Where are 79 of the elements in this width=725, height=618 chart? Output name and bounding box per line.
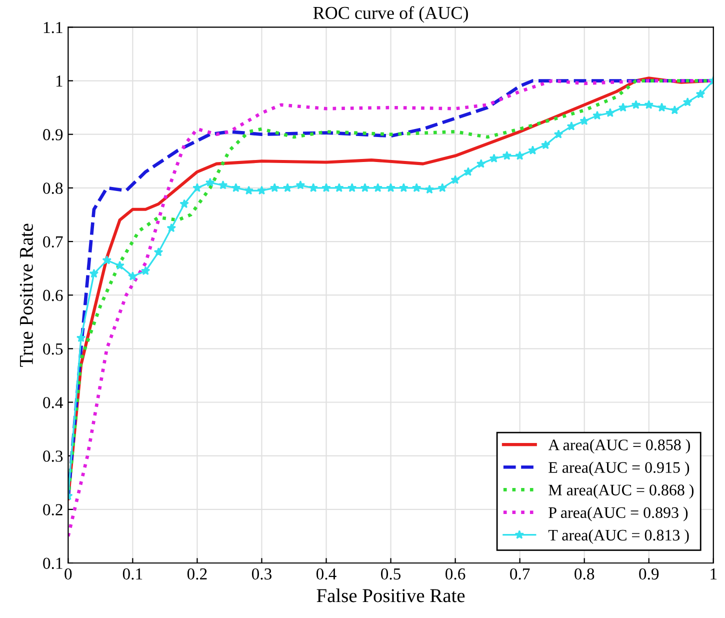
legend-label: E area(AUC = 0.915 )	[548, 462, 690, 476]
x-tick-label: 0.7	[510, 568, 530, 580]
legend-label: T area(AUC = 0.813 )	[548, 529, 689, 544]
point	[412, 183, 422, 192]
point	[554, 129, 564, 138]
point	[360, 183, 370, 192]
point	[180, 199, 189, 208]
point	[154, 247, 164, 256]
point	[270, 183, 280, 192]
point	[218, 180, 228, 190]
point	[399, 183, 408, 192]
y-tick-label: 0.7	[43, 236, 63, 248]
legend-label: A area(AUC = 0.858 )	[548, 439, 690, 454]
point	[128, 271, 138, 280]
y-tick-label: 0.3	[43, 450, 63, 462]
x-tick-label: 0.9	[639, 568, 659, 580]
x-axis-title: False Positive Rate	[316, 588, 465, 602]
point	[618, 102, 628, 112]
y-tick-label: 0.5	[43, 343, 63, 355]
y-tick-label: 0.8	[43, 182, 63, 194]
point	[205, 178, 215, 187]
point	[540, 140, 550, 150]
point	[115, 260, 124, 270]
point	[489, 154, 499, 163]
point	[386, 183, 396, 192]
point	[450, 175, 460, 184]
point	[438, 183, 448, 192]
point	[631, 100, 641, 109]
x-tick-label: 0.5	[380, 568, 401, 580]
point	[244, 186, 254, 195]
point	[644, 100, 654, 109]
point	[347, 183, 357, 192]
point	[89, 268, 99, 278]
x-tick-label: 0.8	[574, 568, 594, 580]
point	[166, 223, 176, 232]
x-tick-label: 0.4	[316, 568, 336, 580]
y-tick-label: 0.4	[43, 396, 64, 408]
x-tick-label: 0.3	[252, 568, 272, 580]
point	[502, 150, 512, 160]
x-tick-label: 0	[64, 568, 72, 580]
point	[592, 110, 602, 120]
point	[424, 184, 434, 194]
point	[606, 108, 615, 117]
point	[296, 180, 306, 190]
point	[580, 116, 590, 126]
point	[682, 97, 692, 106]
y-tick-label: 0.6	[43, 290, 63, 302]
y-tick-label: 0.1	[43, 558, 62, 570]
x-tick-label: 0.6	[446, 568, 466, 580]
point	[257, 186, 266, 195]
point	[231, 183, 241, 192]
y-tick-label: 0.2	[43, 504, 62, 516]
point	[334, 183, 344, 192]
point	[76, 333, 86, 342]
legend-label: P area(AUC = 0.893 )	[548, 506, 688, 522]
x-tick-label: 0.1	[122, 568, 142, 580]
point	[657, 102, 666, 112]
y-tick-label: 0.9	[43, 129, 63, 140]
x-tick-label: 1	[710, 568, 717, 580]
x-tick-label: 0.2	[187, 568, 207, 580]
point	[373, 183, 383, 192]
point	[192, 183, 202, 192]
point	[696, 89, 706, 98]
point	[282, 183, 292, 192]
y-axis-title: True Positive Rate	[20, 224, 33, 367]
y-tick-label: 1.1	[44, 22, 62, 34]
point	[464, 167, 473, 176]
point	[322, 183, 331, 192]
point	[566, 121, 576, 130]
chart-title: ROC curve of (AUC)	[313, 6, 468, 23]
y-tick-label: 1	[56, 76, 62, 87]
point	[102, 255, 112, 264]
legend-label: M area(AUC = 0.868 )	[548, 484, 694, 499]
point	[308, 183, 318, 192]
point	[670, 105, 680, 114]
point	[515, 150, 524, 160]
point	[528, 146, 538, 154]
point	[140, 266, 150, 276]
point	[476, 158, 486, 168]
